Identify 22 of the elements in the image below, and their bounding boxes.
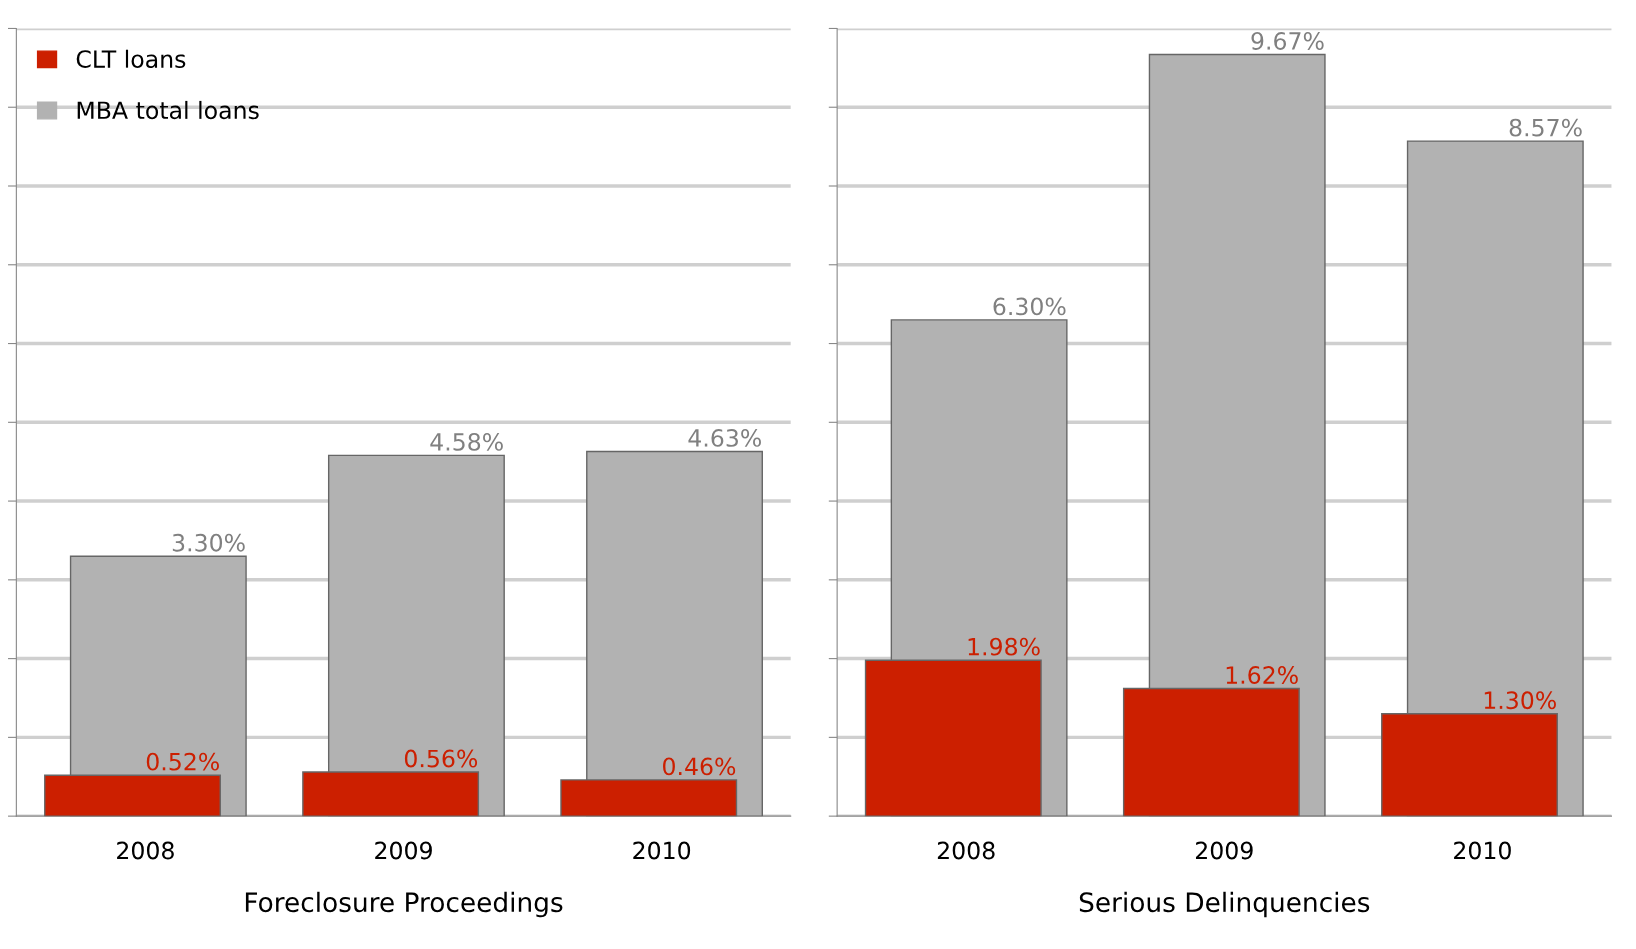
x-tick-label: 2009 (1195, 841, 1253, 860)
x-tick-label: 2008 (117, 841, 174, 860)
x-tick-label: 2008 (937, 841, 995, 860)
x-axis-title: Serious Delinquencies (1079, 891, 1370, 918)
data-label: 6.30% (993, 297, 1066, 316)
x-tick-label: 2010 (1454, 841, 1511, 860)
data-label: 1.98% (968, 637, 1040, 656)
data-label: 9.67% (1251, 32, 1324, 50)
data-label: 1.62% (1226, 666, 1298, 684)
legend-label: CLT loans (76, 49, 186, 68)
data-label: 1.30% (1484, 691, 1556, 710)
legend-label: MBA total loans (77, 100, 259, 120)
data-label: 3.30% (172, 533, 245, 552)
data-label: 8.57% (1509, 118, 1582, 137)
data-label: 0.52% (146, 752, 219, 771)
data-label: 4.58% (430, 432, 503, 451)
data-label: 0.46% (663, 757, 736, 776)
data-label: 4.63% (688, 429, 761, 447)
x-axis-title: Foreclosure Proceedings (245, 891, 563, 918)
x-tick-label: 2009 (375, 841, 432, 860)
x-tick-label: 2010 (633, 841, 691, 860)
data-label: 0.56% (404, 749, 478, 768)
